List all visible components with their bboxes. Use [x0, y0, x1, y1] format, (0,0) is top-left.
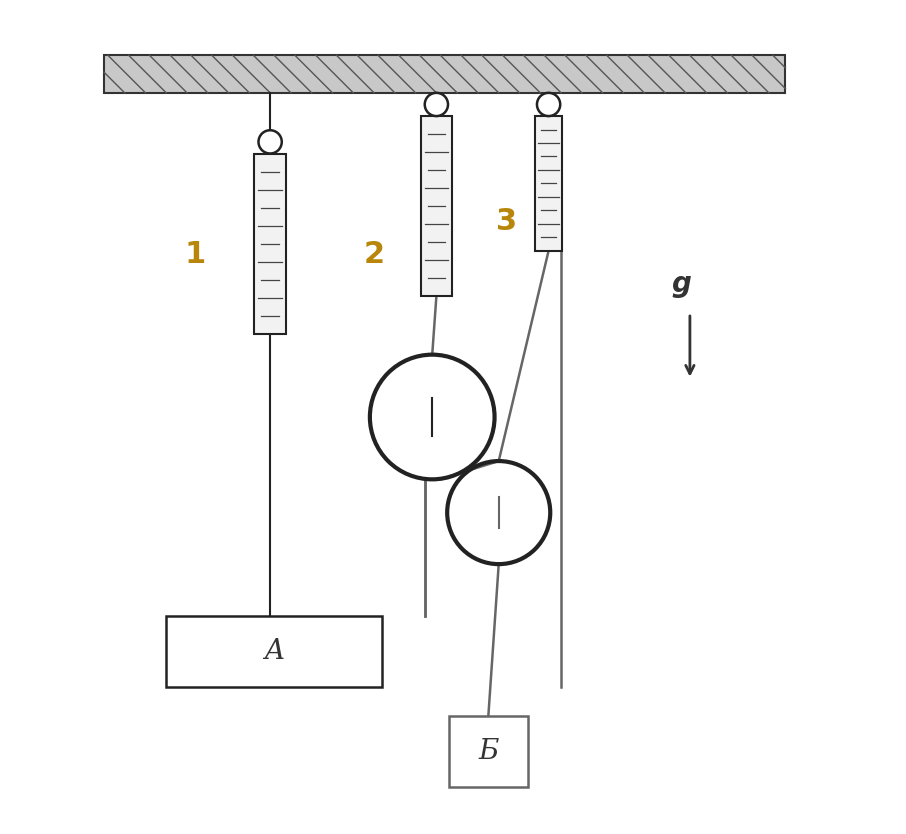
Bar [420, 116, 452, 296]
Text: A: A [265, 638, 284, 666]
Text: g: g [671, 270, 691, 298]
Bar [255, 153, 286, 334]
Bar [166, 616, 382, 687]
Text: 1: 1 [185, 240, 206, 269]
Text: 3: 3 [496, 207, 517, 236]
Bar [448, 716, 528, 787]
Bar [535, 116, 563, 251]
Text: 2: 2 [363, 240, 384, 269]
Bar [104, 55, 786, 93]
Text: Б: Б [478, 738, 498, 765]
